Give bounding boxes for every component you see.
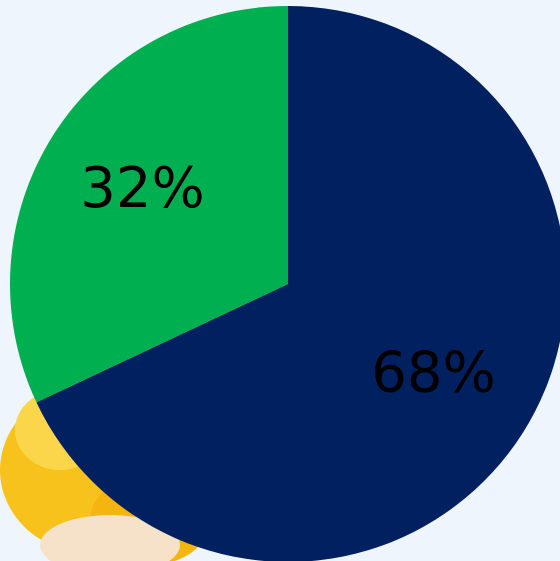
data-label: 32% (80, 156, 204, 221)
pie-slice (9, 6, 288, 403)
data-label: 68% (371, 340, 495, 405)
pie-slice (36, 6, 560, 561)
pie: 68% 32% (9, 6, 560, 561)
